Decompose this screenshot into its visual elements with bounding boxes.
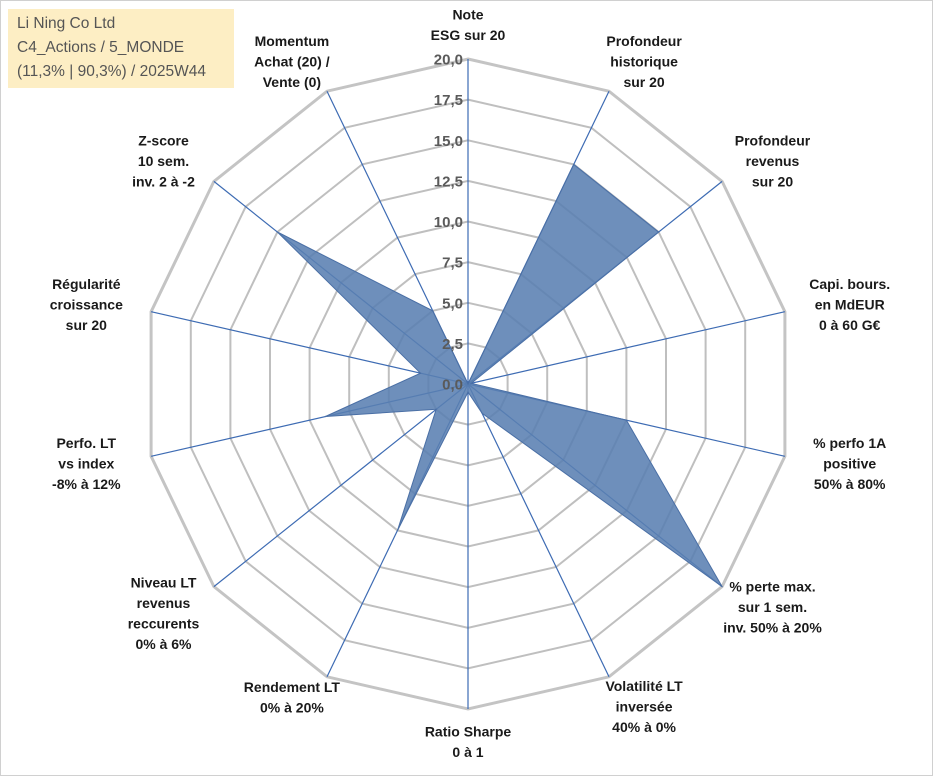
axis-label: % perte max. sur 1 sem. inv. 50% à 20%	[723, 579, 822, 636]
data-point	[625, 419, 628, 421]
data-point	[658, 231, 660, 233]
radar-axis-labels: Note ESG sur 20 Profondeur historique sur 20…	[50, 6, 890, 760]
tick-label: 17,5	[434, 92, 463, 109]
data-point	[467, 391, 469, 393]
axis-label: Ratio Sharpe 0 à 1	[425, 723, 512, 760]
axis-label-line: revenus	[746, 153, 800, 169]
data-point	[435, 408, 437, 410]
axis-label: Rendement LT 0% à 20%	[244, 679, 341, 716]
axis-spoke	[467, 383, 610, 678]
axis-label-line: % perfo 1A	[813, 435, 886, 451]
axis-spoke	[150, 311, 469, 385]
axis-label-line: sur 1 sem.	[738, 599, 807, 615]
axis-label-line: Profondeur	[606, 33, 682, 49]
axis-label: Profondeur revenus sur 20	[735, 132, 811, 189]
axis-label-line: 0 à 60 G€	[819, 317, 881, 333]
axis-label-line: reccurents	[128, 616, 200, 632]
data-point	[481, 412, 483, 414]
axis-label-line: % perte max.	[729, 579, 815, 595]
axis-label-line: historique	[610, 54, 678, 70]
axis-label-line: sur 20	[752, 173, 793, 189]
data-point	[396, 529, 399, 532]
axis-label-line: vs index	[58, 456, 114, 472]
tick-label: 2,5	[442, 336, 463, 353]
axis-label-line: sur 20	[623, 74, 664, 90]
axis-label-line: Volatilité LT	[605, 678, 683, 694]
axis-label-line: Perfo. LT	[56, 435, 116, 451]
axis-label: Capi. bours. en MdEUR 0 à 60 G€	[809, 276, 890, 333]
axis-label-line: positive	[823, 456, 876, 472]
axis-label-line: Rendement LT	[244, 679, 341, 695]
axis-label: Profondeur historique sur 20	[606, 33, 682, 90]
axis-label-line: inv. 2 à -2	[132, 173, 195, 189]
portfolio-stats: (11,3% | 90,3%) / 2025W44	[17, 63, 206, 80]
axis-label-line: revenus	[137, 595, 191, 611]
axis-label-line: Niveau LT	[131, 575, 197, 591]
radar-series	[276, 163, 723, 588]
axis-label-line: Momentum	[255, 33, 330, 49]
tick-label: 12,5	[434, 173, 463, 190]
axis-label-line: 0% à 20%	[260, 699, 324, 715]
portfolio-name: C4_Actions / 5_MONDE	[17, 39, 185, 56]
axis-label-line: 50% à 80%	[814, 476, 886, 492]
axis-label: Perfo. LT vs index -8% à 12%	[52, 435, 121, 492]
info-box: Li Ning Co Ltd C4_Actions / 5_MONDE (11,…	[8, 9, 234, 88]
axis-label: Z-score 10 sem. inv. 2 à -2	[132, 132, 195, 189]
data-point	[276, 231, 278, 233]
tick-label: 20,0	[434, 52, 463, 69]
axis-label-line: Profondeur	[735, 132, 811, 148]
axis-label-line: inv. 50% à 20%	[723, 620, 822, 636]
axis-label-line: Z-score	[138, 132, 189, 148]
axis-label: Niveau LT revenus reccurents 0% à 6%	[128, 575, 200, 653]
axis-label-line: Ratio Sharpe	[425, 723, 512, 739]
axis-label-line: Achat (20) /	[254, 54, 330, 70]
axis-label: Momentum Achat (20) / Vente (0)	[254, 33, 330, 90]
data-point	[324, 415, 326, 418]
company-name: Li Ning Co Ltd	[17, 15, 116, 32]
axis-label-line: 40% à 0%	[612, 719, 676, 735]
tick-label: 15,0	[434, 133, 463, 150]
data-point	[573, 163, 575, 165]
axis-spoke	[213, 383, 469, 588]
axis-label-line: 10 sem.	[138, 153, 189, 169]
axis-label-line: sur 20	[66, 317, 107, 333]
axis-label-line: Régularité	[52, 276, 121, 292]
tick-label: 7,5	[442, 255, 463, 272]
data-point	[470, 382, 472, 384]
axis-label-line: ESG sur 20	[431, 27, 506, 43]
axis-label: Régularité croissance sur 20	[50, 276, 123, 333]
axis-label-line: en MdEUR	[815, 296, 885, 312]
data-point	[419, 372, 422, 374]
tick-label: 10,0	[434, 214, 463, 231]
axis-label-line: 0% à 6%	[135, 636, 192, 652]
axis-label: Volatilité LT inversée 40% à 0%	[605, 678, 683, 735]
axis-label-line: Note	[452, 6, 483, 22]
axis-label-line: 0 à 1	[452, 744, 483, 760]
tick-label: 5,0	[442, 295, 463, 312]
axis-label-line: -8% à 12%	[52, 476, 121, 492]
data-point	[467, 383, 469, 385]
axis-label-line: inversée	[616, 698, 673, 714]
axis-label-line: croissance	[50, 296, 123, 312]
data-point	[432, 310, 434, 312]
tick-label: 0,0	[442, 377, 463, 394]
axis-label: Note ESG sur 20	[431, 6, 506, 43]
radar-tick-labels: 0,0 2,5 5,0 7,5 10,0 12,5 15,0 17,5 20,0	[434, 52, 463, 394]
data-point	[721, 586, 723, 588]
axis-label-line: Capi. bours.	[809, 276, 890, 292]
axis-label-line: Vente (0)	[263, 74, 321, 90]
axis-label: % perfo 1A positive 50% à 80%	[813, 435, 886, 492]
axis-spoke	[467, 311, 786, 385]
